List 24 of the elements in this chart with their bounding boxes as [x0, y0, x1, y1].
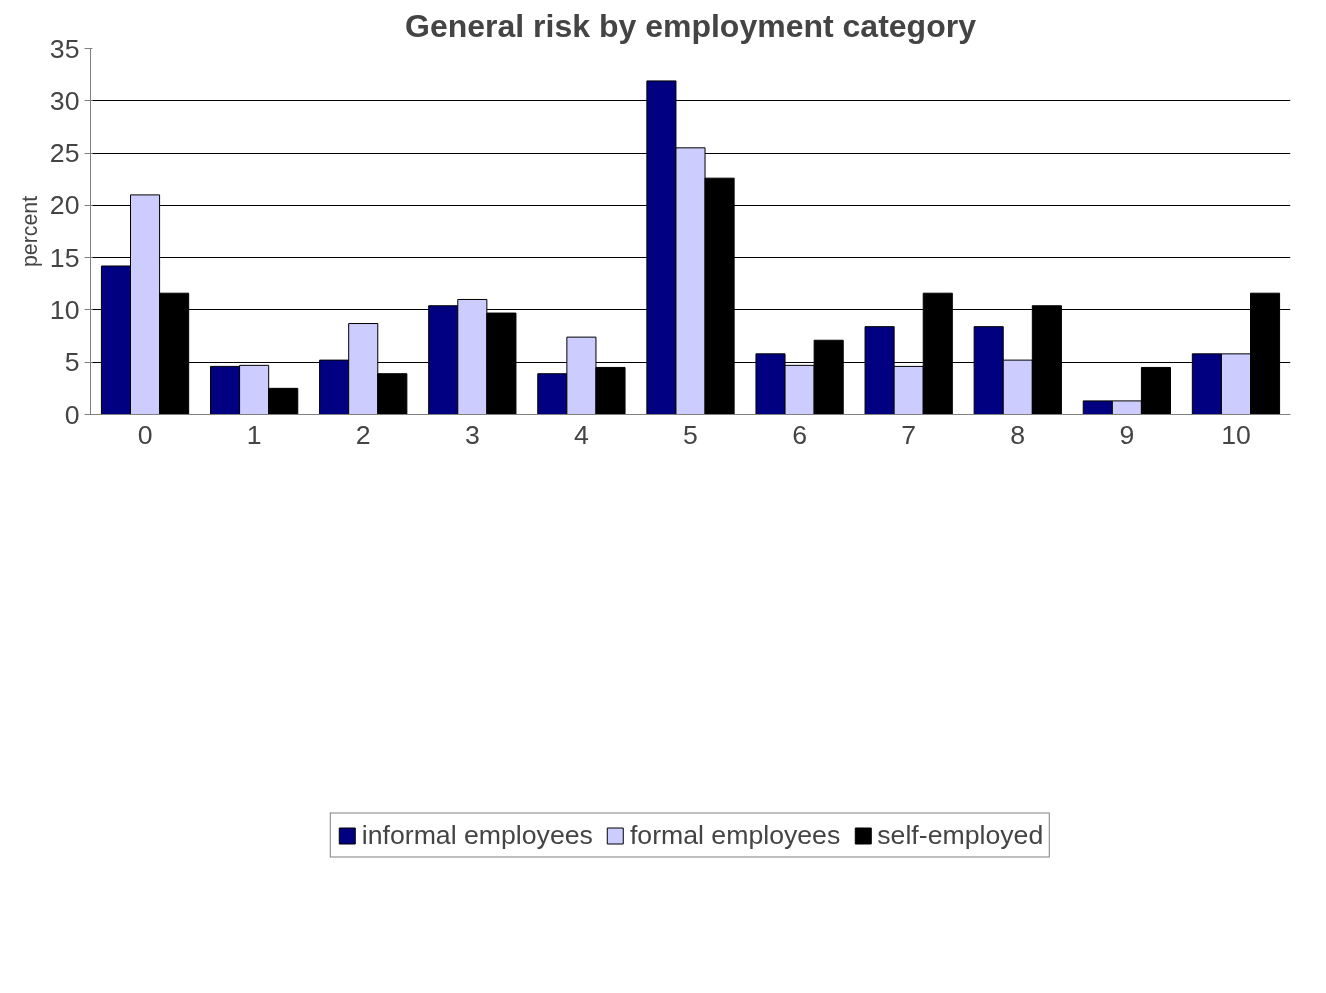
legend-label: formal employees — [629, 819, 841, 851]
x-tick-label: 3 — [464, 419, 480, 450]
x-tick-label: 6 — [792, 419, 808, 450]
x-tick-label: 7 — [901, 419, 917, 450]
legend-label: self-employed — [877, 819, 1044, 851]
x-tick-label: 8 — [1010, 419, 1026, 450]
x-tick-label: 0 — [137, 419, 153, 450]
y-tick-label: 5 — [64, 347, 80, 378]
x-tick-label: 10 — [1221, 419, 1251, 450]
y-tick-label: 10 — [49, 294, 80, 325]
y-tick-label: 35 — [49, 33, 80, 64]
x-tick-label: 9 — [1119, 419, 1135, 450]
y-axis-title: percent — [17, 195, 42, 268]
legend-label: informal employees — [361, 819, 593, 851]
chart-title: General risk by employment category — [405, 7, 977, 44]
x-tick-label: 4 — [574, 419, 589, 450]
x-tick-label: 1 — [246, 419, 262, 450]
y-tick-label: 0 — [64, 399, 80, 430]
x-tick-label: 5 — [683, 419, 698, 450]
y-tick-label: 30 — [49, 85, 80, 116]
x-tick-label: 2 — [355, 419, 371, 450]
y-tick-label: 20 — [49, 190, 80, 221]
y-tick-label: 15 — [49, 242, 80, 273]
y-tick-label: 25 — [49, 138, 80, 169]
